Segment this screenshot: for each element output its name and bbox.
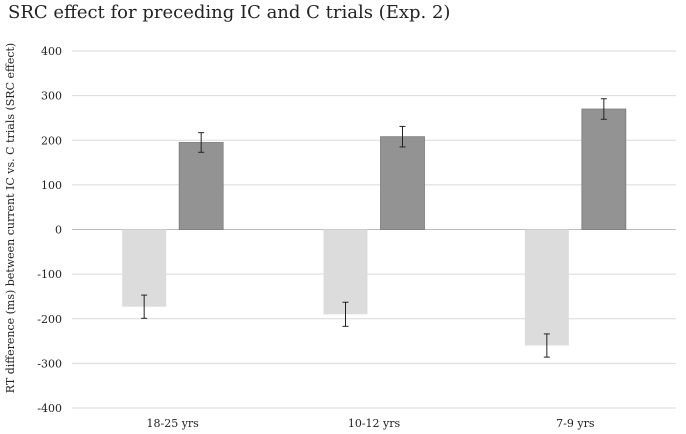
error-bar [399, 125, 406, 148]
bar-c-2 [380, 136, 425, 230]
y-tick-label: 400 [41, 45, 62, 58]
bar-c-1 [178, 142, 224, 230]
x-tick-label: 7-9 yrs [556, 417, 595, 430]
error-bar [600, 98, 607, 120]
bar-c-3 [581, 108, 627, 230]
error-bar [198, 132, 205, 153]
error-bar [543, 333, 550, 358]
y-tick-label: -400 [37, 402, 62, 415]
y-tick-label: 300 [41, 90, 62, 103]
y-axis-label: RT difference (ms) between current IC vs… [4, 43, 17, 393]
bar-ic-2 [323, 229, 368, 315]
y-tick-label: -100 [37, 268, 62, 281]
y-tick-label: 200 [41, 134, 62, 147]
bars [122, 108, 627, 346]
bar-ic-1 [122, 229, 167, 307]
y-tick-label: -200 [37, 313, 62, 326]
y-tick-labels: 400 300 200 100 0 -100 -200 -300 -400 [37, 45, 62, 415]
error-bar [342, 301, 349, 327]
x-tick-labels: 18-25 yrs 10-12 yrs 7-9 yrs [147, 417, 595, 430]
error-bars [141, 98, 607, 358]
y-tick-label: -300 [37, 357, 62, 370]
y-tick-label: 0 [55, 224, 62, 237]
error-bar [141, 294, 148, 319]
bar-ic-3 [524, 229, 569, 346]
x-tick-label: 18-25 yrs [147, 417, 200, 430]
x-tick-label: 10-12 yrs [348, 417, 401, 430]
gridlines [72, 50, 676, 409]
chart-title: SRC effect for preceding IC and C trials… [8, 2, 451, 23]
y-tick-label: 100 [41, 179, 62, 192]
